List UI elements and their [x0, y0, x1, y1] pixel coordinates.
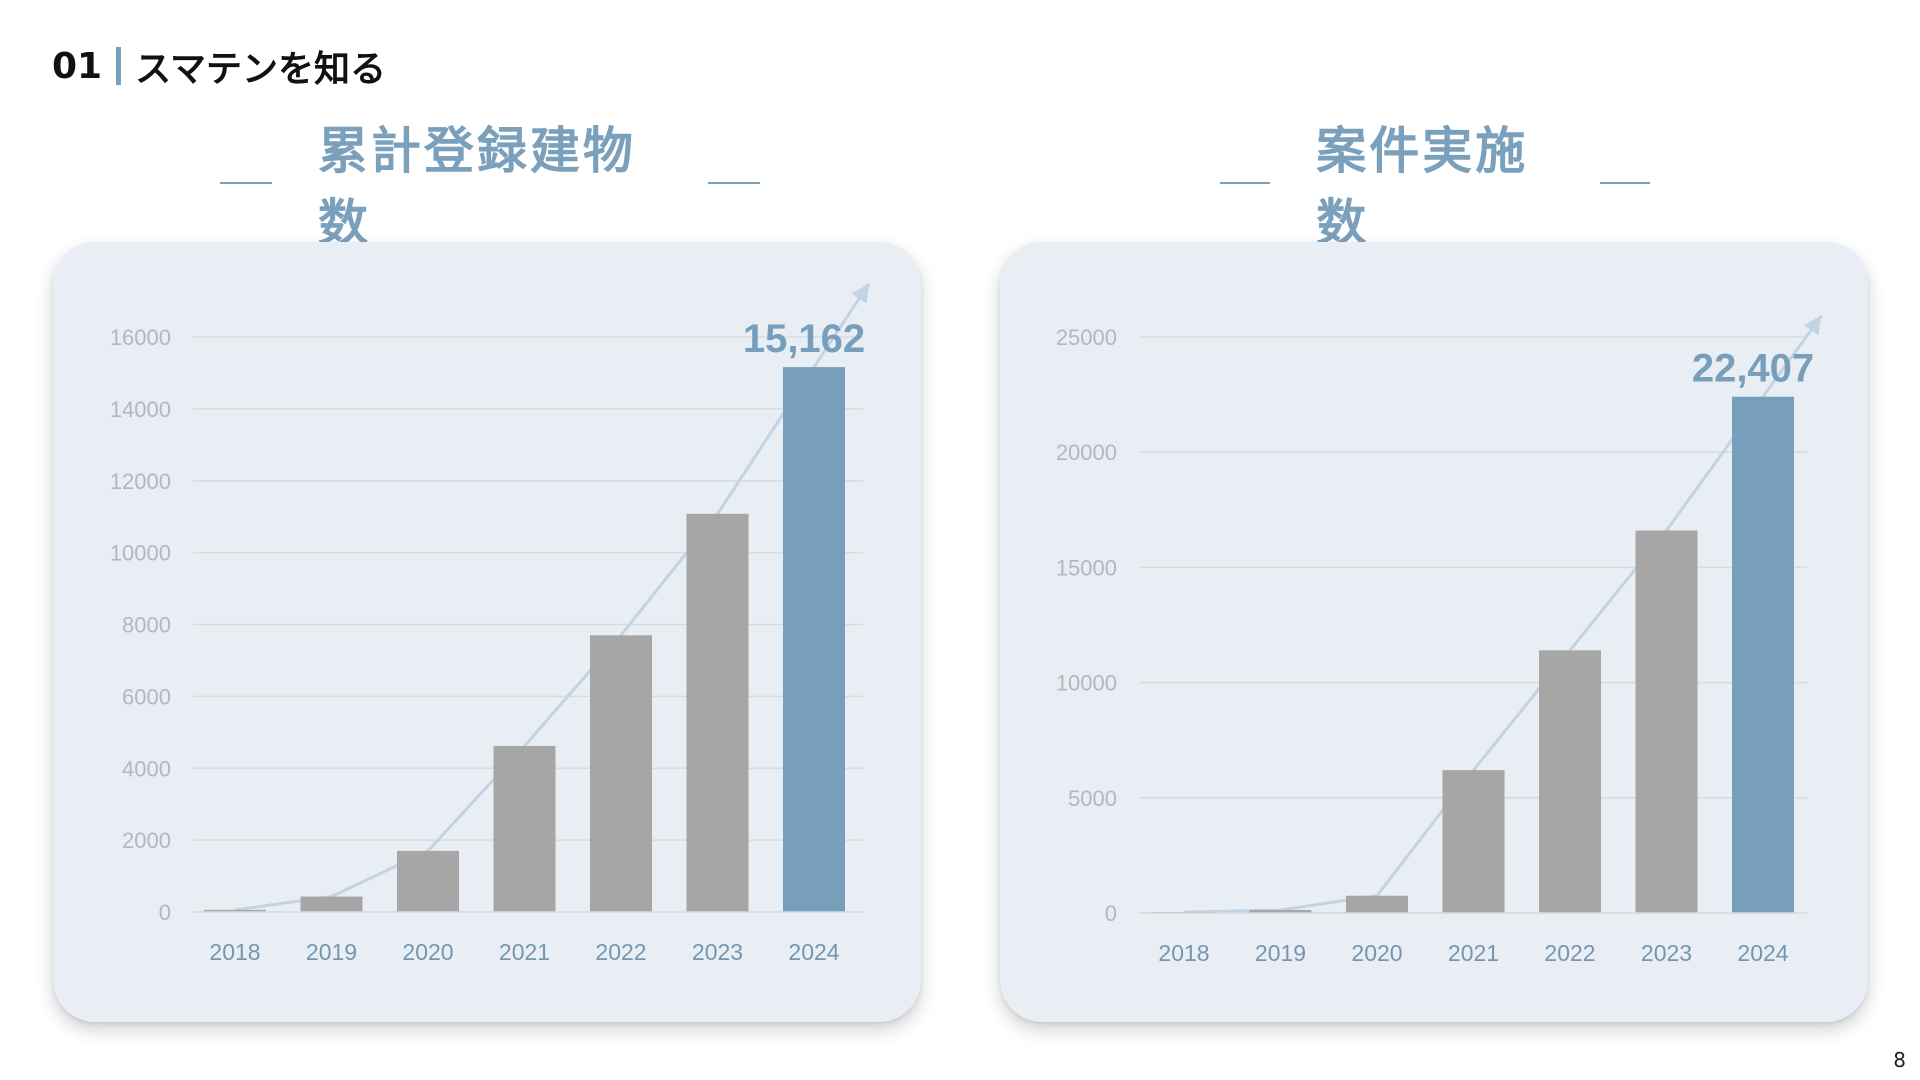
bar: [1346, 895, 1408, 913]
y-tick-label: 4000: [122, 756, 171, 781]
chart-1-title: 累計登録建物数: [317, 122, 636, 252]
x-tick-label: 2019: [1255, 940, 1306, 966]
x-tick-label: 2022: [1544, 940, 1595, 966]
y-tick-label: 16000: [110, 325, 171, 350]
heading-dash-right: [1599, 182, 1650, 184]
x-tick-label: 2020: [1351, 940, 1402, 966]
y-tick-label: 20000: [1056, 440, 1117, 465]
y-tick-label: 15000: [1056, 555, 1117, 580]
x-tick-label: 2023: [692, 939, 743, 965]
bar: [686, 513, 749, 912]
bar: [1539, 650, 1601, 913]
page-number: 8: [1893, 1048, 1906, 1072]
chart-1-card: 0 2000 4000 6000 8000 10000 12000 14000 16000 201…: [53, 242, 921, 1022]
heading-dash-left: [1220, 182, 1271, 184]
x-tick-label: 2023: [1641, 940, 1692, 966]
bar: [397, 850, 459, 912]
x-tick-label: 2018: [209, 939, 260, 965]
chart-2-heading: 案件実施数: [1220, 122, 1650, 252]
bar: [1635, 530, 1698, 913]
y-tick-label: 25000: [1056, 325, 1117, 350]
y-tick-label: 14000: [110, 397, 171, 422]
chart-2-card: 0 5000 10000 15000 20000 25000 2018 2019 2020 202…: [1000, 242, 1868, 1022]
section-header: 01 スマテンを知る: [52, 42, 387, 91]
highlight-value-label: 22,407: [1692, 347, 1814, 391]
bar: [493, 745, 556, 912]
y-tick-label: 8000: [122, 613, 171, 638]
trend-arrow-head: [851, 283, 869, 304]
section-divider: [116, 47, 122, 85]
x-tick-label: 2021: [499, 939, 550, 965]
x-tick-label: 2024: [788, 939, 839, 965]
bar: [300, 896, 363, 912]
x-tick-label: 2021: [1448, 940, 1499, 966]
highlight-value-label: 15,162: [743, 317, 865, 361]
bar: [590, 635, 652, 912]
bar: [783, 367, 845, 913]
y-tick-label: 0: [1105, 901, 1117, 926]
y-tick-label: 6000: [122, 684, 171, 709]
bar: [1442, 770, 1505, 913]
x-tick-label: 2018: [1158, 940, 1209, 966]
chart-2-svg: 0 5000 10000 15000 20000 25000 2018 2019 2020 202…: [1056, 314, 1823, 966]
y-tick-label: 10000: [1056, 671, 1117, 696]
heading-dash-left: [220, 182, 272, 184]
section-number: 01: [52, 45, 103, 87]
y-tick-label: 0: [159, 900, 171, 925]
chart-1-heading: 累計登録建物数: [220, 122, 760, 252]
bar: [1249, 910, 1312, 913]
x-tick-label: 2024: [1737, 940, 1788, 966]
x-tick-label: 2020: [402, 939, 453, 965]
y-tick-label: 12000: [110, 469, 171, 494]
y-tick-label: 10000: [110, 541, 171, 566]
heading-dash-right: [708, 182, 760, 184]
chart-2-title: 案件実施数: [1316, 122, 1529, 252]
y-tick-label: 2000: [122, 828, 171, 853]
trend-arrow-head: [1803, 315, 1822, 336]
section-title: スマテンを知る: [135, 49, 387, 90]
x-tick-label: 2019: [306, 939, 357, 965]
bar: [1732, 396, 1794, 913]
y-tick-label: 5000: [1068, 786, 1117, 811]
bar: [204, 909, 266, 912]
chart-1-svg: 0 2000 4000 6000 8000 10000 12000 14000 16000 201…: [110, 282, 871, 965]
x-tick-label: 2022: [595, 939, 646, 965]
